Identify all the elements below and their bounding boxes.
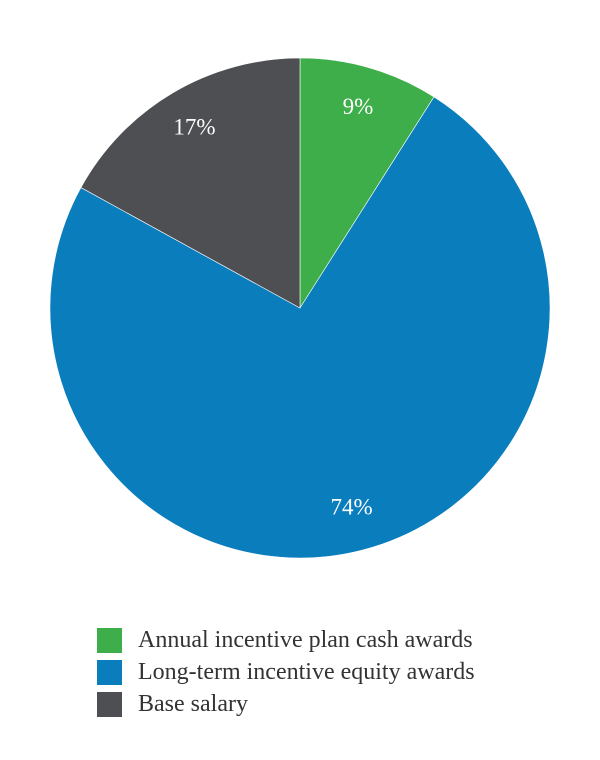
- legend: Annual incentive plan cash awards Long-t…: [97, 624, 577, 720]
- pie-label-annual-incentive: 9%: [343, 94, 374, 119]
- legend-item-long-term-incentive: Long-term incentive equity awards: [97, 656, 577, 688]
- pie-label-base-salary: 17%: [173, 115, 215, 140]
- pie-label-long-term-incentive: 74%: [331, 494, 373, 519]
- pie-slice-base-salary: [80, 57, 301, 309]
- pie-svg: 9% 74% 17%: [49, 57, 551, 559]
- legend-swatch-annual-incentive: [97, 627, 122, 653]
- legend-label-long-term-incentive: Long-term incentive equity awards: [138, 659, 475, 685]
- pie-chart: 9% 74% 17%: [49, 57, 551, 559]
- legend-swatch-long-term-incentive: [97, 659, 122, 685]
- legend-item-annual-incentive: Annual incentive plan cash awards: [97, 624, 577, 656]
- legend-label-base-salary: Base salary: [138, 691, 248, 717]
- pie-slice-annual-incentive: [299, 57, 435, 310]
- pie-slice-long-term-incentive: [49, 96, 551, 559]
- legend-item-base-salary: Base salary: [97, 688, 577, 720]
- legend-label-annual-incentive: Annual incentive plan cash awards: [138, 627, 473, 653]
- legend-swatch-base-salary: [97, 691, 122, 717]
